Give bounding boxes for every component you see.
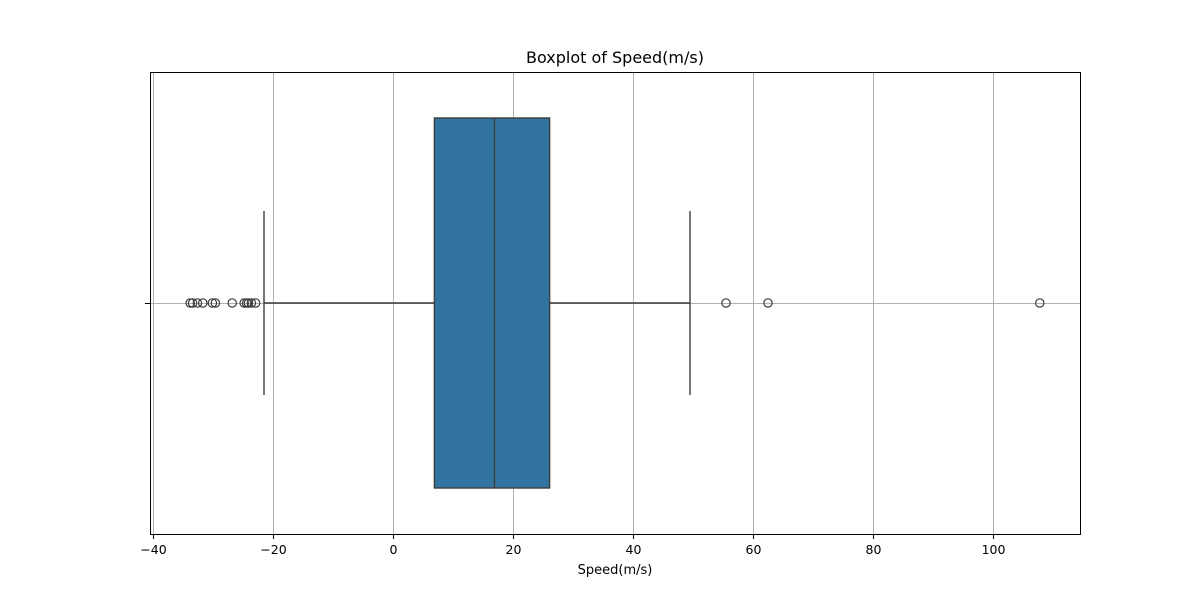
x-tick-label: 20	[506, 542, 522, 557]
outlier-point	[192, 298, 203, 308]
outlier-point	[721, 298, 731, 308]
plot-frame	[150, 72, 1081, 535]
chart-title: Boxplot of Speed(m/s)	[526, 48, 704, 67]
x-tick-label: −20	[260, 542, 286, 557]
outlier-point	[243, 298, 254, 308]
x-tick-label: 60	[746, 542, 762, 557]
outlier-point	[187, 298, 198, 308]
x-tick-label: −40	[140, 542, 166, 557]
x-axis-ticks: −40 −20 0 20 40 60 80 100	[140, 303, 1006, 557]
x-tick-label: 40	[626, 542, 642, 557]
outlier-point	[763, 298, 773, 308]
outlier-point	[227, 298, 237, 308]
x-tick-label: 0	[390, 542, 398, 557]
x-axis-label: Speed(m/s)	[578, 563, 653, 578]
outlier-point	[239, 298, 249, 308]
outlier-point	[198, 298, 208, 308]
outlier-point	[250, 298, 261, 308]
x-tick-label: 80	[866, 542, 882, 557]
outlier-points	[185, 298, 1045, 308]
iqr-box	[433, 117, 551, 489]
x-tick-label: 100	[982, 542, 1006, 557]
outlier-point	[1035, 298, 1045, 308]
outlier-point	[246, 298, 257, 308]
outlier-point	[185, 298, 195, 308]
outlier-point	[210, 298, 221, 308]
outlier-point	[207, 298, 218, 308]
box-plot	[263, 117, 691, 489]
